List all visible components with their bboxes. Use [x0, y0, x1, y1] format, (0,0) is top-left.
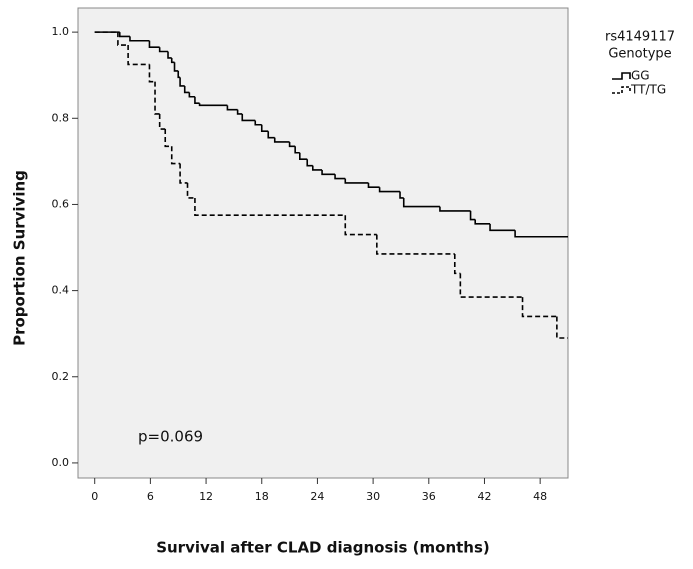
survival-step [260, 124, 269, 133]
survival-step [254, 120, 262, 126]
survival-step [344, 178, 369, 184]
y-axis-title: Proportion Surviving [11, 170, 29, 346]
x-tick-label: 48 [533, 490, 547, 503]
plot-area [77, 7, 569, 479]
survival-step [194, 197, 346, 217]
survival-step [469, 210, 476, 221]
survival-step [288, 141, 296, 148]
legend-symbol [612, 86, 631, 94]
legend-label: GG [631, 69, 650, 83]
survival-step [334, 174, 346, 180]
survival-step [367, 182, 380, 189]
survival-step [158, 113, 166, 130]
legend-label: TT/TG [630, 83, 666, 97]
survival-step [267, 131, 275, 139]
survival-step [556, 316, 568, 339]
x-tick-label: 30 [366, 490, 380, 503]
survival-step [198, 103, 228, 107]
survival-step [514, 230, 568, 238]
survival-step [474, 219, 491, 225]
survival-step [311, 165, 323, 171]
x-tick-label: 36 [422, 490, 436, 503]
survival-step [344, 215, 377, 236]
survival-step [148, 64, 156, 83]
y-tick-label: 0.6 [52, 197, 70, 210]
y-tick-label: 0.0 [52, 456, 70, 469]
survival-step [241, 113, 256, 122]
survival-step [117, 32, 129, 46]
survival-step [194, 96, 200, 105]
survival-step [148, 40, 160, 49]
x-tick-label: 0 [91, 490, 98, 503]
survival-step [298, 152, 308, 161]
x-tick-label: 12 [199, 490, 213, 503]
survival-step [321, 169, 336, 176]
survival-step [378, 187, 401, 193]
survival-step [459, 273, 523, 298]
survival-step [273, 137, 290, 143]
y-tick-label: 0.4 [52, 284, 70, 297]
survival-step [127, 45, 150, 66]
survival-step [167, 51, 172, 59]
y-tick-label: 0.2 [52, 370, 70, 383]
survival-step [439, 206, 471, 212]
x-tick-label: 42 [477, 490, 491, 503]
survival-step [118, 32, 130, 38]
legend-symbol [612, 72, 631, 80]
x-tick-label: 6 [147, 490, 154, 503]
survival-step [226, 105, 238, 111]
survival-step [236, 109, 243, 115]
survival-step [154, 81, 160, 115]
survival-step [183, 85, 190, 94]
x-tick-label: 24 [310, 490, 324, 503]
x-axis-title: Survival after CLAD diagnosis (months) [156, 539, 490, 557]
legend-title: Genotype [608, 47, 671, 62]
survival-step [170, 57, 175, 64]
survival-step [521, 297, 557, 318]
survival-step [170, 146, 181, 165]
annotation: p=0.069 [138, 428, 203, 446]
survival-step [489, 223, 516, 232]
survival-step [129, 36, 150, 42]
survival-step [158, 47, 169, 53]
x-tick-label: 18 [255, 490, 269, 503]
survival-step [402, 197, 440, 208]
survival-step [188, 92, 195, 98]
survival-step [376, 234, 455, 255]
survival-step [173, 62, 179, 72]
survival-step [179, 163, 188, 184]
survival-step [399, 191, 404, 199]
y-tick-label: 0.8 [52, 111, 70, 124]
legend-title: rs4149117 [605, 30, 675, 45]
survival-step [179, 77, 185, 87]
survival-step [164, 129, 172, 148]
survival-step [294, 146, 300, 154]
survival-step [306, 159, 313, 167]
survival-step [186, 182, 195, 199]
survival-step [453, 253, 461, 275]
y-tick-label: 1.0 [52, 25, 70, 38]
